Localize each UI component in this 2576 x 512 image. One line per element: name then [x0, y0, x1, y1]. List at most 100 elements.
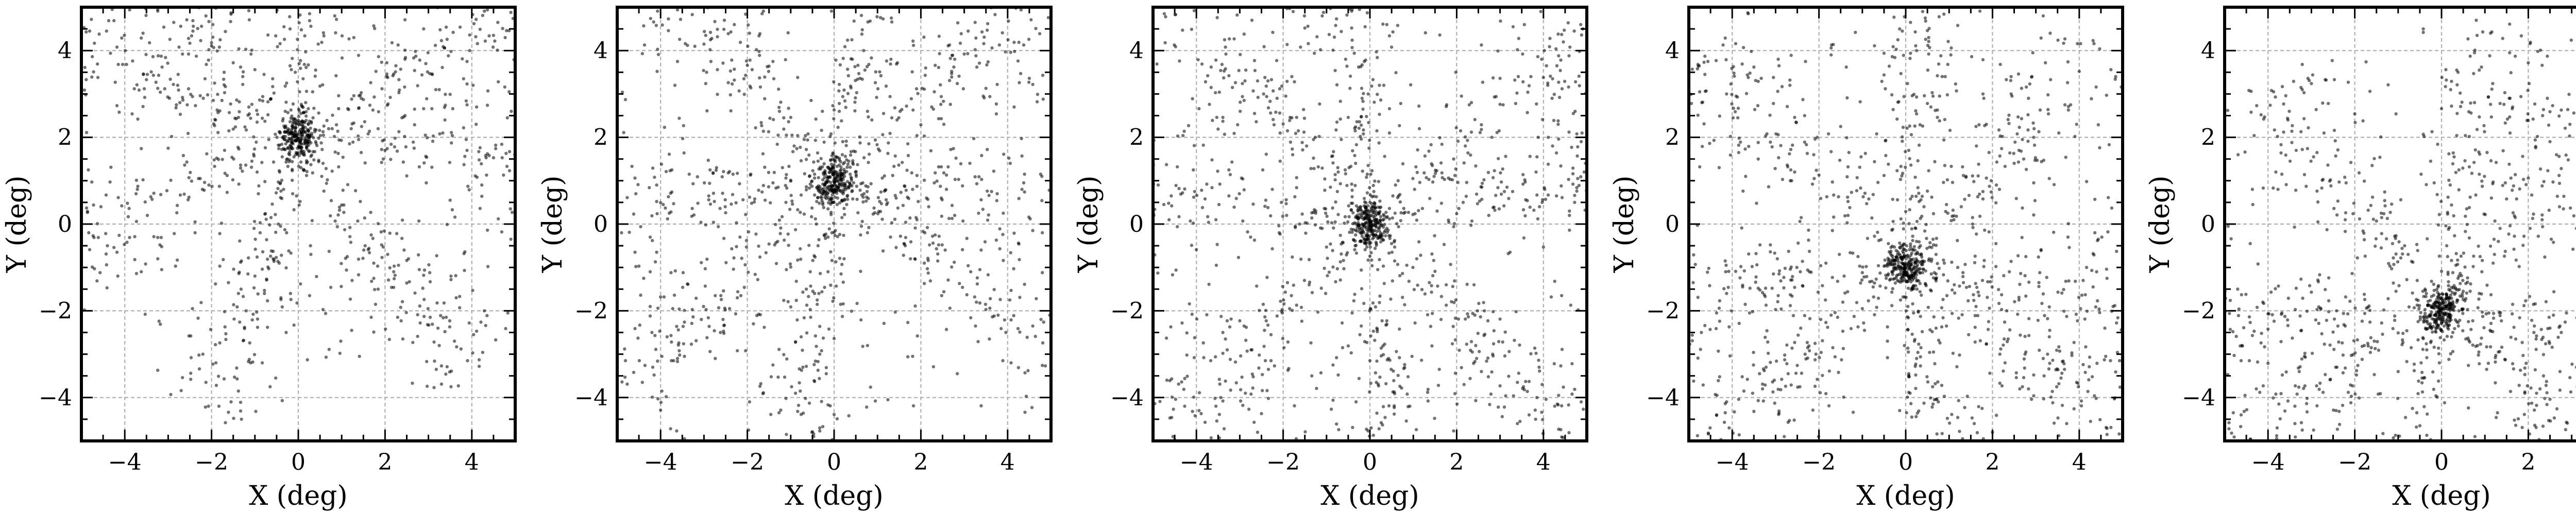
data-point	[1562, 40, 1565, 44]
data-point	[1978, 9, 1982, 13]
data-point	[1351, 222, 1355, 226]
data-point	[636, 336, 640, 340]
data-point	[202, 181, 207, 184]
data-point	[1389, 242, 1394, 246]
data-point	[252, 152, 256, 156]
data-point	[1582, 407, 1585, 411]
data-point	[1777, 269, 1782, 273]
data-point	[1497, 340, 1501, 344]
data-point	[366, 248, 370, 251]
data-point	[1252, 112, 1257, 115]
data-point	[908, 216, 912, 220]
data-point	[727, 169, 732, 174]
data-point	[1715, 394, 1719, 397]
data-point	[1274, 110, 1278, 114]
data-point	[1338, 278, 1342, 282]
data-point	[829, 158, 833, 162]
data-point	[1375, 230, 1379, 233]
data-point	[886, 201, 889, 204]
data-point	[1760, 291, 1765, 295]
data-point	[1285, 281, 1290, 284]
data-point	[730, 247, 734, 251]
data-point	[1873, 313, 1876, 317]
data-point	[1972, 180, 1976, 183]
data-point	[176, 73, 180, 76]
data-point	[313, 74, 317, 78]
data-point	[465, 103, 469, 107]
data-point	[297, 62, 301, 65]
data-point	[748, 58, 752, 62]
y-tick-label: 4	[1129, 38, 1144, 64]
data-point	[1256, 95, 1260, 99]
data-point	[630, 164, 634, 168]
data-point	[1452, 225, 1455, 229]
data-point	[752, 200, 756, 204]
data-point	[1971, 216, 1974, 219]
data-point	[822, 162, 826, 166]
data-point	[861, 345, 865, 348]
data-point	[2114, 75, 2117, 78]
data-point	[1001, 359, 1005, 363]
data-point	[302, 153, 306, 157]
data-point	[1451, 325, 1455, 328]
data-point	[901, 161, 904, 164]
data-point	[244, 128, 248, 132]
data-point	[1443, 178, 1446, 181]
data-point	[187, 37, 191, 40]
data-point	[363, 161, 367, 165]
data-point	[1410, 354, 1414, 358]
data-point	[655, 212, 659, 215]
data-point	[252, 227, 256, 230]
data-point	[809, 98, 813, 103]
data-point	[1423, 154, 1427, 158]
data-point	[1336, 373, 1340, 377]
data-point	[672, 202, 675, 206]
data-point	[846, 92, 850, 95]
data-point	[483, 39, 487, 43]
data-point	[1223, 132, 1227, 136]
data-point	[2091, 39, 2095, 43]
data-point	[1222, 427, 1226, 431]
data-point	[1858, 165, 1861, 169]
data-point	[425, 181, 428, 185]
data-point	[1281, 214, 1284, 218]
data-point	[1250, 372, 1254, 376]
data-point	[799, 211, 802, 214]
data-point	[1954, 82, 1957, 86]
data-point	[401, 337, 405, 341]
data-point	[313, 130, 317, 133]
data-point	[1203, 420, 1207, 424]
data-point	[86, 211, 89, 214]
data-point	[2032, 181, 2036, 185]
data-point	[2030, 75, 2034, 78]
data-point	[308, 19, 312, 23]
data-point	[1193, 336, 1196, 339]
data-point	[149, 195, 152, 199]
data-point	[1377, 384, 1380, 388]
data-point	[1886, 257, 1890, 260]
data-point	[904, 235, 908, 240]
data-point	[757, 244, 760, 248]
data-point	[294, 150, 298, 155]
data-point	[395, 232, 399, 235]
data-point	[902, 253, 905, 257]
data-point	[961, 219, 965, 223]
data-point	[1379, 215, 1383, 218]
data-point	[632, 212, 636, 216]
data-point	[453, 215, 457, 219]
data-point	[785, 268, 788, 271]
data-point	[820, 349, 823, 353]
data-point	[1437, 367, 1441, 371]
data-point	[397, 91, 401, 95]
data-point	[1164, 163, 1168, 166]
data-point	[781, 166, 785, 169]
data-point	[1351, 211, 1355, 215]
data-point	[1503, 354, 1507, 358]
data-point	[1216, 169, 1219, 173]
y-tick-label: 2	[594, 125, 608, 151]
data-point	[1362, 197, 1366, 200]
data-point	[1336, 166, 1340, 169]
data-point	[704, 308, 708, 312]
data-point	[250, 103, 254, 106]
data-point	[462, 126, 465, 130]
